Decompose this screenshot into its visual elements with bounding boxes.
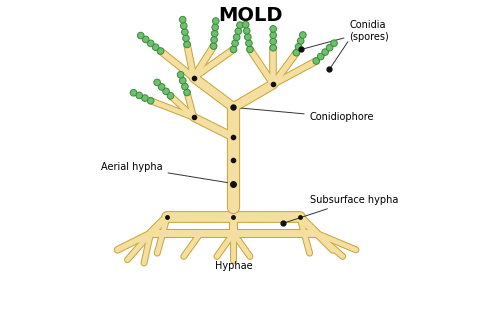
Circle shape	[138, 32, 144, 39]
Circle shape	[180, 22, 187, 29]
Circle shape	[322, 49, 328, 55]
Circle shape	[270, 32, 276, 38]
Circle shape	[136, 92, 142, 99]
Text: Subsurface hypha: Subsurface hypha	[286, 195, 398, 222]
Text: Aerial hypha: Aerial hypha	[101, 162, 230, 183]
Text: Hyphae: Hyphae	[214, 262, 252, 271]
Circle shape	[211, 36, 218, 43]
Circle shape	[158, 84, 165, 90]
Circle shape	[148, 40, 154, 47]
Circle shape	[184, 89, 190, 96]
Circle shape	[293, 49, 300, 56]
Circle shape	[235, 28, 242, 34]
Circle shape	[167, 93, 174, 99]
Circle shape	[182, 35, 190, 41]
Circle shape	[244, 34, 251, 40]
Circle shape	[295, 43, 302, 50]
Circle shape	[178, 71, 184, 78]
Circle shape	[142, 95, 148, 102]
Circle shape	[244, 27, 250, 34]
Circle shape	[232, 40, 238, 47]
Circle shape	[230, 46, 237, 53]
Circle shape	[210, 43, 217, 49]
Text: MOLD: MOLD	[218, 6, 282, 25]
Circle shape	[212, 18, 219, 24]
Circle shape	[270, 44, 276, 51]
Circle shape	[182, 29, 188, 35]
Circle shape	[148, 98, 154, 104]
Circle shape	[236, 22, 244, 28]
Circle shape	[158, 48, 164, 54]
Circle shape	[326, 44, 333, 51]
Circle shape	[330, 40, 338, 46]
Circle shape	[313, 58, 320, 64]
Circle shape	[298, 38, 304, 44]
Circle shape	[184, 41, 190, 48]
Circle shape	[180, 77, 186, 84]
Circle shape	[212, 24, 218, 31]
Circle shape	[152, 44, 159, 50]
Circle shape	[182, 83, 188, 90]
Text: Conidiophore: Conidiophore	[236, 108, 374, 122]
Circle shape	[300, 32, 306, 38]
Circle shape	[318, 53, 324, 60]
Circle shape	[154, 79, 160, 86]
Circle shape	[246, 46, 254, 53]
Circle shape	[234, 34, 240, 40]
Circle shape	[180, 16, 186, 23]
Circle shape	[242, 21, 249, 28]
Circle shape	[246, 40, 252, 46]
Circle shape	[212, 30, 218, 37]
Circle shape	[270, 26, 276, 32]
Circle shape	[270, 38, 276, 45]
Circle shape	[130, 90, 137, 96]
Circle shape	[162, 88, 170, 95]
Text: Conidia
(spores): Conidia (spores)	[304, 20, 389, 49]
Circle shape	[142, 36, 149, 43]
